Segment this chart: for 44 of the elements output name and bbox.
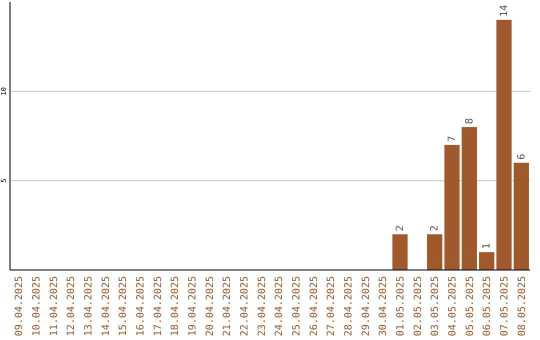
data-label: 14 bbox=[499, 4, 510, 17]
x-tick-label: 26.04.2025 bbox=[308, 276, 320, 336]
x-tick-label: 10.04.2025 bbox=[32, 276, 42, 336]
bar bbox=[444, 144, 460, 270]
x-tick-label: 16.04.2025 bbox=[136, 276, 146, 336]
bar bbox=[514, 162, 529, 270]
x-tick-label: 13.04.2025 bbox=[84, 276, 94, 336]
data-label: 1 bbox=[482, 243, 493, 250]
data-label: 2 bbox=[395, 225, 406, 232]
x-tick-label: 23.04.2025 bbox=[256, 276, 268, 336]
x-tick-label: 30.04.2025 bbox=[378, 276, 390, 336]
x-tick-label: 14.04.2025 bbox=[100, 276, 112, 336]
x-tick-label: 04.05.2025 bbox=[448, 276, 458, 336]
x-tick-label: 24.04.2025 bbox=[274, 276, 286, 336]
x-tick-label: 08.05.2025 bbox=[516, 276, 528, 336]
bar bbox=[462, 127, 477, 270]
x-tick-label: 28.04.2025 bbox=[344, 276, 354, 336]
x-tick-label: 06.05.2025 bbox=[482, 276, 494, 336]
x-tick-label: 09.04.2025 bbox=[14, 276, 26, 336]
x-tick-label: 01.05.2025 bbox=[396, 276, 406, 336]
x-tick-label: 11.04.2025 bbox=[48, 276, 60, 336]
x-tick-label: 29.04.2025 bbox=[360, 276, 372, 336]
x-tick-label: 07.05.2025 bbox=[500, 276, 510, 336]
x-tick-label: 03.05.2025 bbox=[430, 276, 442, 336]
x-tick-label: 21.04.2025 bbox=[222, 276, 234, 336]
bar bbox=[392, 234, 408, 270]
x-tick-label: 19.04.2025 bbox=[188, 276, 198, 336]
bar bbox=[427, 234, 442, 270]
x-tick-label: 18.04.2025 bbox=[170, 276, 182, 336]
bar bbox=[496, 20, 512, 270]
x-tick-label: 15.04.2025 bbox=[118, 276, 130, 336]
data-label: 7 bbox=[447, 136, 458, 142]
x-tick-label: 27.04.2025 bbox=[326, 276, 338, 336]
x-tick-label: 12.04.2025 bbox=[66, 276, 78, 336]
x-tick-label: 22.04.2025 bbox=[240, 276, 250, 336]
data-label: 2 bbox=[430, 225, 441, 232]
bar bbox=[479, 252, 494, 270]
x-tick-label: 17.04.2025 bbox=[152, 276, 164, 336]
x-tick-label: 02.05.2025 bbox=[412, 276, 424, 336]
x-tick-label: 25.04.2025 bbox=[292, 276, 302, 336]
data-label: 6 bbox=[516, 154, 528, 160]
x-tick-label: 05.05.2025 bbox=[464, 276, 476, 336]
data-label: 8 bbox=[464, 118, 476, 124]
x-tick-label: 20.04.2025 bbox=[204, 276, 216, 336]
